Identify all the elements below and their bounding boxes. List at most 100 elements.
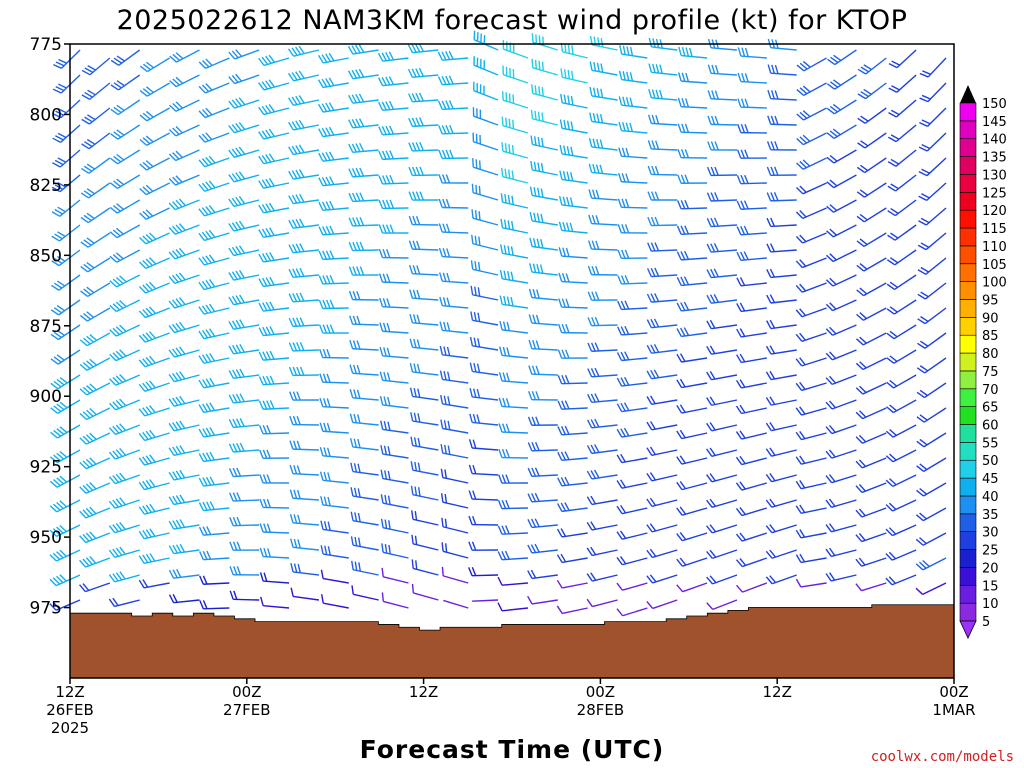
wind-barb (317, 52, 349, 64)
y-axis: 775 800 825 850 875 900 925 950 975 (30, 35, 70, 619)
wind-barb (473, 30, 499, 51)
wind-barb (616, 582, 648, 591)
wind-barb (379, 371, 409, 384)
wind-barb (51, 274, 81, 291)
wind-barb (617, 249, 648, 260)
wind-barb (168, 247, 200, 260)
wind-barb (139, 82, 170, 97)
wind-barb (468, 464, 499, 476)
wind-barb (825, 572, 857, 582)
wind-barb (825, 547, 857, 558)
colorbar-tick-label: 110 (982, 240, 1007, 255)
wind-barb (168, 469, 200, 481)
wind-barb (469, 362, 499, 376)
wind-barb (498, 448, 528, 459)
wind-barb (498, 397, 528, 409)
wind-barb (168, 297, 200, 309)
wind-barb (557, 476, 588, 487)
wind-barb (795, 529, 827, 539)
wind-barb (473, 56, 499, 76)
wind-barb (81, 82, 111, 100)
wind-barb (469, 413, 499, 426)
wind-barb (676, 506, 708, 516)
wind-barb (528, 391, 558, 401)
wind-barb (198, 132, 230, 143)
colorbar-swatch (959, 424, 977, 443)
wind-barb (707, 115, 737, 126)
wind-barb (109, 174, 141, 190)
wind-barb (168, 223, 200, 235)
wind-barb (49, 574, 81, 587)
wind-barb (559, 144, 588, 159)
wind-barb (168, 124, 200, 137)
wind-barb (706, 473, 738, 483)
x-axis-label: Forecast Time (UTC) (360, 735, 665, 764)
wind-barb (379, 322, 409, 334)
wind-barb (497, 576, 528, 586)
wind-barb (766, 217, 797, 228)
wind-barb (886, 399, 917, 414)
wind-barb (917, 307, 947, 325)
wind-barb (617, 224, 648, 234)
wind-barb (588, 189, 618, 201)
wind-barb (916, 357, 947, 374)
colorbar-tick-label: 30 (982, 526, 999, 541)
wind-barb (108, 497, 140, 509)
wind-barb (766, 319, 797, 330)
wind-barb (198, 205, 230, 217)
wind-barb (229, 590, 260, 601)
wind-barb (470, 260, 499, 276)
wind-barb (646, 421, 678, 431)
x-tick-label: 26FEB (46, 701, 93, 719)
wind-barb (350, 536, 379, 551)
wind-barb (558, 196, 588, 209)
wind-barb (795, 307, 827, 318)
wind-barb (765, 421, 797, 432)
colorbar-swatch (959, 602, 977, 622)
wind-barb (198, 155, 230, 168)
wind-barb (408, 240, 439, 251)
wind-barb (855, 357, 887, 371)
wind-barb (855, 407, 887, 420)
wind-barb (320, 569, 349, 584)
wind-barb (198, 526, 230, 536)
wind-barb (765, 549, 797, 559)
wind-barb (826, 174, 857, 189)
wind-barb (139, 207, 170, 220)
wind-barb (707, 141, 737, 151)
wind-barb (796, 57, 827, 72)
wind-barb (735, 430, 767, 440)
wind-barb (885, 474, 917, 487)
colorbar-tick-label: 150 (982, 97, 1007, 112)
wind-barb (888, 74, 917, 93)
wind-barb (766, 192, 797, 202)
colorbar-swatch (959, 227, 977, 247)
wind-barb (586, 521, 618, 531)
colorbar-swatch (959, 406, 977, 425)
wind-barb (706, 422, 738, 432)
wind-barb (439, 345, 469, 359)
wind-barb (139, 132, 170, 147)
wind-barb (139, 107, 170, 122)
wind-barb (795, 207, 827, 220)
wind-barb (229, 541, 260, 551)
wind-barb (381, 592, 409, 609)
wind-barb (288, 119, 320, 131)
plot-frame (69, 43, 955, 679)
wind-barb (825, 498, 857, 508)
wind-barb (499, 295, 529, 309)
colorbar-swatch (959, 370, 977, 390)
wind-barb (228, 467, 260, 478)
wind-barb (378, 199, 409, 210)
colorbar-swatch (959, 102, 977, 122)
wind-barb (437, 75, 469, 86)
colorbar-tick-label: 135 (982, 151, 1007, 166)
credit-link[interactable]: coolwx.com/models (871, 749, 1014, 765)
wind-barb (408, 215, 439, 226)
wind-barb (646, 472, 678, 482)
wind-barb (676, 429, 708, 440)
wind-barbs (49, 30, 947, 617)
wind-barb (441, 566, 469, 584)
wind-barb (228, 121, 260, 134)
